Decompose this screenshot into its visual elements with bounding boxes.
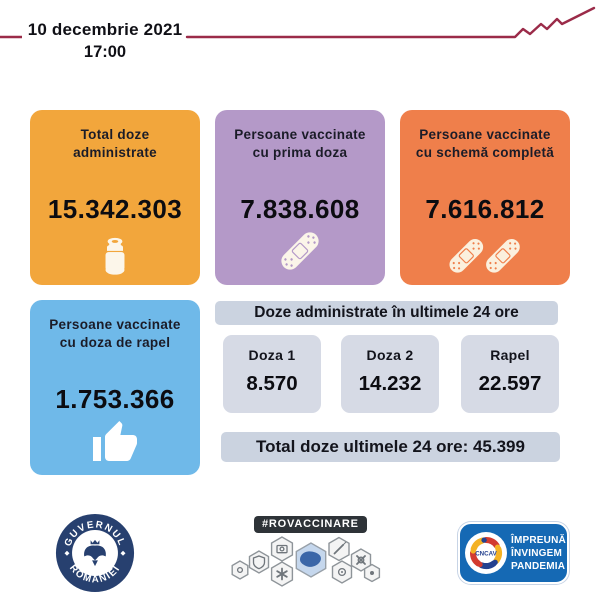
card-title: Persoane vaccinate cu doza de rapel: [49, 317, 181, 351]
card-total-doses: Total doze administrate 15.342.303: [30, 110, 200, 285]
rovaccinare-hexagon-cluster-icon: [231, 536, 381, 587]
trend-zigzag-icon: [0, 6, 596, 39]
card-title: Persoane vaccinate cu schemă completă: [415, 127, 555, 161]
double-bandage-icon: [400, 225, 570, 277]
last-24h-header: Doze administrate în ultimele 24 ore: [215, 301, 558, 325]
card-value: 15.342.303: [47, 194, 183, 224]
report-time: 17:00: [83, 43, 127, 61]
mini-card-label: Doza 2: [366, 347, 414, 363]
report-date: 10 decembrie 2021: [27, 20, 183, 39]
seal-eagle-icon: [84, 539, 106, 567]
mini-card-value: 22.597: [478, 372, 542, 395]
romania-map-icon: [299, 551, 321, 567]
last-24h-total: Total doze ultimele 24 ore: 45.399: [221, 432, 560, 462]
cncav-slogan-line: PANDEMIA: [511, 560, 566, 572]
card-value: 7.838.608: [240, 194, 360, 224]
rovaccinare-hashtag-badge: #ROVACCINARE: [254, 516, 367, 533]
rovaccinare-hashtag: #ROVACCINARE: [262, 518, 359, 530]
cncav-acronym: CNCAV: [475, 551, 497, 558]
cncav-slogan: ÎMPREUNĂ ÎNVINGEM PANDEMIA: [511, 534, 566, 573]
card-title: Persoane vaccinate cu prima doza: [234, 127, 366, 161]
cncav-slogan-line: ÎNVINGEM: [511, 547, 563, 559]
card-value: 7.616.812: [425, 194, 545, 224]
cncav-emblem-icon: CNCAV: [465, 532, 507, 574]
government-romania-seal-icon: GUVERNUL ROMÂNIEI: [55, 513, 135, 593]
thumbs-up-icon: [30, 419, 200, 467]
bandage-icon: [215, 225, 385, 277]
card-first-dose: Persoane vaccinate cu prima doza 7.838.6…: [215, 110, 385, 285]
vaccine-vial-icon: [30, 237, 200, 277]
last-24h-header-label: Doze administrate în ultimele 24 ore: [254, 304, 519, 321]
mini-card-label: Rapel: [490, 347, 530, 363]
card-full-scheme: Persoane vaccinate cu schemă completă 7.…: [400, 110, 570, 285]
mini-card-value: 14.232: [358, 372, 422, 395]
last-24h-total-label: Total doze ultimele 24 ore: 45.399: [256, 437, 525, 456]
mini-card-label: Doza 1: [248, 347, 296, 363]
card-value: 1.753.366: [55, 384, 175, 414]
mini-card-dose1: Doza 1 8.570: [223, 335, 321, 413]
card-title: Total doze administrate: [73, 127, 157, 161]
mini-card-dose2: Doza 2 14.232: [341, 335, 439, 413]
cncav-slogan-line: ÎMPREUNĂ: [511, 534, 566, 546]
report-datetime: 10 decembrie 2021 17:00: [25, 20, 185, 62]
mini-card-booster: Rapel 22.597: [461, 335, 559, 413]
card-booster: Persoane vaccinate cu doza de rapel 1.75…: [30, 300, 200, 475]
cncav-logo: CNCAV ÎMPREUNĂ ÎNVINGEM PANDEMIA: [458, 522, 569, 584]
mini-card-value: 8.570: [246, 372, 298, 395]
